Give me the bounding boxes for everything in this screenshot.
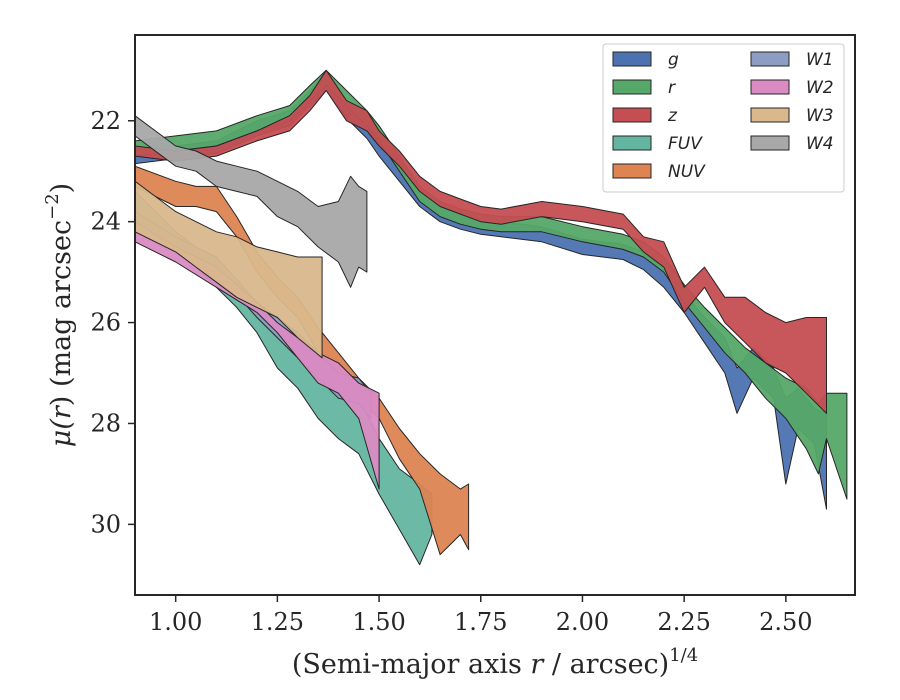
legend-item-z: z — [612, 106, 678, 126]
axes-layer: 1.00 1.25 1.50 1.75 2.00 2.25 2.50 22 24 26 28 30 — [90, 34, 856, 636]
legend-label: r — [668, 78, 676, 98]
x-tick-label: 1.00 — [149, 608, 202, 636]
legend-label: W1 — [806, 50, 834, 70]
legend-swatch — [612, 107, 652, 123]
x-tick-label: 2.50 — [759, 608, 812, 636]
y-axis-label: μ(r) (mag arcsec−2) — [42, 183, 77, 447]
legend-label: FUV — [668, 134, 703, 154]
y-tick-label: 26 — [90, 309, 121, 337]
band-w3 — [135, 180, 323, 359]
x-tick-label: 1.50 — [352, 608, 405, 636]
legend-label: z — [667, 106, 678, 126]
legend-swatch — [750, 135, 790, 151]
legend-label: NUV — [668, 162, 706, 182]
band-w4 — [135, 115, 368, 288]
band-z — [135, 69, 827, 414]
y-tick-label: 28 — [90, 409, 121, 437]
x-tick-label: 2.00 — [556, 608, 609, 636]
legend-item-w2: W2 — [750, 78, 834, 98]
legend-item-r: r — [612, 78, 676, 98]
legend-swatch — [612, 51, 652, 67]
x-axis-label: (Semi-major axis r / arcsec)1/4 — [292, 645, 698, 680]
legend-item-nuv: NUV — [612, 162, 706, 182]
legend-swatch — [750, 51, 790, 67]
x-tick-label: 1.75 — [454, 608, 507, 636]
y-tick-label: 22 — [90, 107, 121, 135]
legend-label: W3 — [806, 106, 834, 126]
legend-item-w4: W4 — [750, 134, 834, 154]
legend-item-w1: W1 — [750, 50, 834, 70]
y-tick-label: 24 — [90, 208, 121, 236]
legend-swatch — [750, 107, 790, 123]
legend-label: W4 — [806, 134, 834, 154]
legend-item-fuv: FUV — [612, 134, 703, 154]
legend: grz FUV NUV W1 W2 W3 W4 — [602, 43, 845, 193]
legend-swatch — [750, 79, 790, 95]
legend-swatch — [612, 135, 652, 151]
legend-item-g: g — [612, 50, 679, 70]
legend-label: W2 — [806, 78, 834, 98]
legend-swatch — [612, 163, 652, 179]
y-tick-label: 30 — [90, 510, 121, 538]
legend-label: g — [668, 50, 679, 70]
x-tick-label: 2.25 — [657, 608, 710, 636]
legend-item-w3: W3 — [750, 106, 834, 126]
plot-frame — [134, 34, 856, 596]
x-tick-label: 1.25 — [251, 608, 304, 636]
bands-layer — [135, 69, 848, 566]
legend-swatch — [612, 79, 652, 95]
